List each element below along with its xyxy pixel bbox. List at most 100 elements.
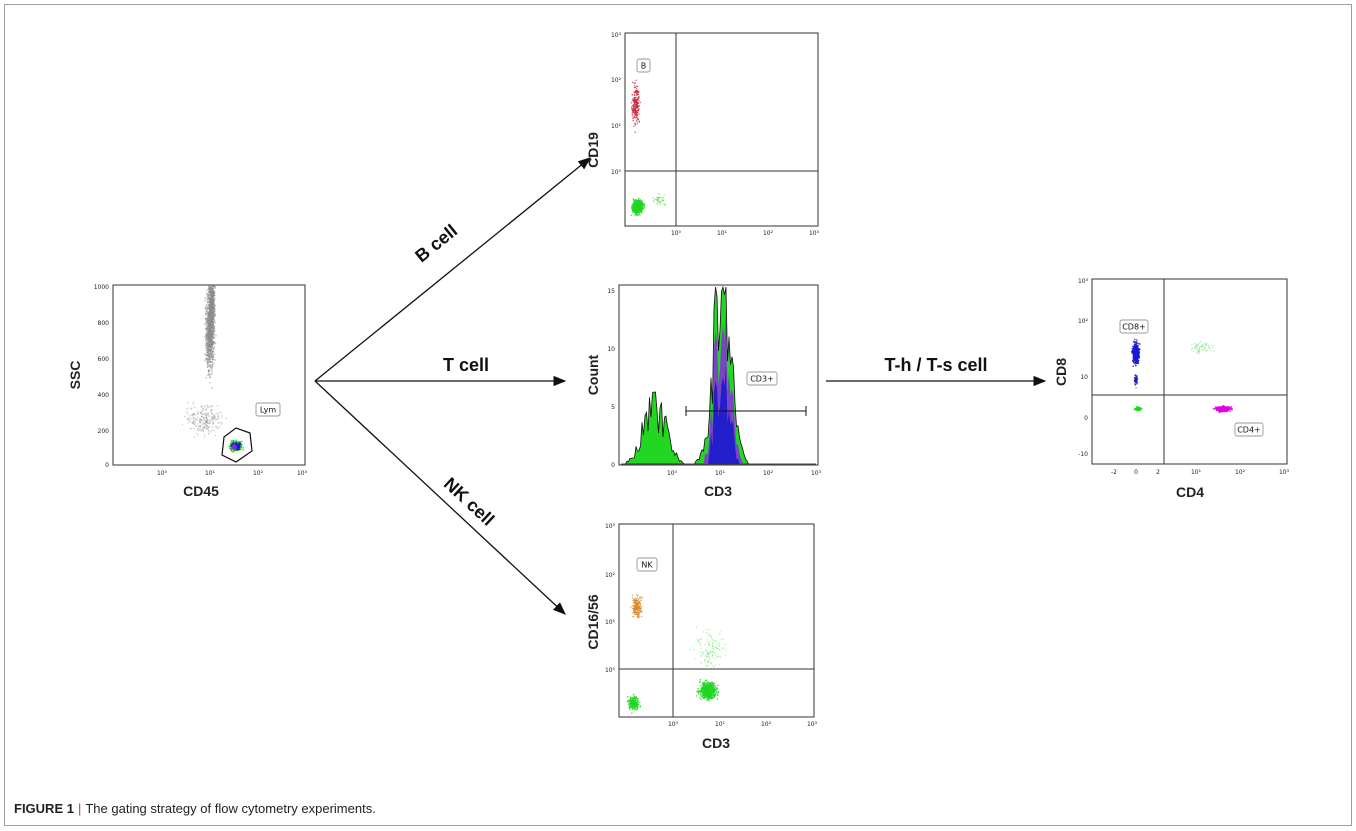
event-dot — [1133, 345, 1135, 348]
event-dot — [212, 417, 215, 419]
event-dot — [632, 604, 634, 606]
event-dot — [631, 94, 633, 96]
event-dot — [200, 426, 202, 428]
event-dot — [209, 329, 212, 332]
event-dot — [1216, 408, 1219, 410]
event-dot — [696, 638, 698, 640]
event-dot — [716, 656, 719, 658]
event-dot — [232, 449, 235, 452]
event-dot — [705, 648, 707, 651]
event-dot — [641, 200, 644, 203]
event-dot — [215, 419, 217, 421]
event-dot — [237, 448, 240, 451]
event-dot — [1194, 342, 1196, 344]
event-dot — [634, 611, 637, 613]
event-dot — [212, 342, 214, 344]
event-dot — [205, 305, 208, 308]
event-dot — [633, 94, 635, 97]
lym-ytick: 0 — [105, 462, 109, 469]
event-dot — [212, 418, 214, 420]
event-dot — [210, 429, 213, 432]
event-dot — [712, 652, 714, 654]
event-dot — [632, 119, 634, 122]
event-dot — [1204, 346, 1206, 348]
event-dot — [708, 699, 710, 702]
event-dot — [704, 650, 706, 652]
plot-b-frame — [624, 32, 819, 227]
event-dot — [213, 333, 215, 336]
event-dot — [205, 409, 207, 411]
event-dot — [209, 342, 211, 345]
event-dot — [211, 330, 213, 333]
event-dot — [653, 200, 655, 203]
nk-ytick: 10² — [605, 572, 616, 579]
event-dot — [636, 210, 638, 212]
event-dot — [699, 681, 701, 683]
event-dot — [699, 697, 701, 699]
event-dot — [702, 684, 704, 686]
event-dot — [716, 647, 718, 649]
event-dot — [207, 369, 210, 371]
event-dot — [208, 426, 210, 429]
plot-b-xticks: 10⁰ 10¹ 10² 10³ — [671, 230, 820, 237]
event-dot — [638, 610, 640, 612]
event-dot — [700, 638, 702, 640]
event-dot — [636, 97, 638, 99]
event-dot — [632, 615, 634, 618]
event-dot — [203, 406, 206, 408]
event-dot — [715, 646, 717, 648]
event-dot — [233, 443, 236, 445]
event-dot — [635, 609, 637, 611]
event-dot — [210, 315, 212, 318]
event-dot — [1222, 407, 1224, 409]
event-dot — [186, 418, 188, 420]
event-dot — [225, 417, 227, 420]
event-dot — [204, 358, 207, 360]
event-dot — [706, 629, 708, 631]
event-dot — [719, 649, 721, 651]
event-dot — [1197, 345, 1199, 347]
event-dot — [212, 422, 215, 425]
event-dot — [1139, 408, 1142, 411]
lym-ylabel: SSC — [67, 361, 83, 390]
event-dot — [635, 205, 638, 208]
event-dot — [207, 422, 209, 425]
event-dot — [636, 101, 638, 103]
event-dot — [194, 421, 196, 424]
event-dot — [207, 339, 210, 342]
event-dot — [206, 426, 208, 428]
event-dot — [198, 426, 200, 428]
event-dot — [210, 366, 212, 369]
event-dot — [1220, 407, 1223, 409]
event-dot — [206, 348, 208, 351]
event-dot — [198, 429, 201, 431]
event-dot — [712, 693, 715, 696]
event-dot — [697, 693, 700, 695]
event-dot — [205, 331, 208, 334]
event-dot — [699, 678, 702, 681]
event-dot — [206, 427, 208, 429]
event-dot — [209, 304, 212, 306]
event-dot — [633, 695, 635, 697]
event-dot — [203, 434, 205, 436]
event-dot — [712, 684, 714, 686]
event-dot — [217, 418, 219, 420]
event-dot — [208, 294, 210, 297]
event-dot — [212, 343, 214, 346]
event-dot — [720, 638, 723, 640]
event-dot — [204, 297, 207, 299]
event-dot — [718, 648, 720, 651]
plot-b-yticks: 10³ 10² 10¹ 10⁰ — [611, 32, 622, 176]
event-dot — [661, 199, 663, 201]
event-dot — [214, 415, 216, 418]
event-dot — [216, 427, 219, 429]
event-dot — [212, 289, 214, 292]
event-dot — [191, 415, 194, 417]
event-dot — [1192, 350, 1195, 352]
event-dot — [636, 706, 639, 709]
event-dot — [1230, 408, 1233, 410]
event-dot — [1135, 352, 1137, 355]
event-dot — [702, 653, 704, 655]
event-dot — [238, 445, 241, 448]
event-dot — [202, 410, 204, 412]
